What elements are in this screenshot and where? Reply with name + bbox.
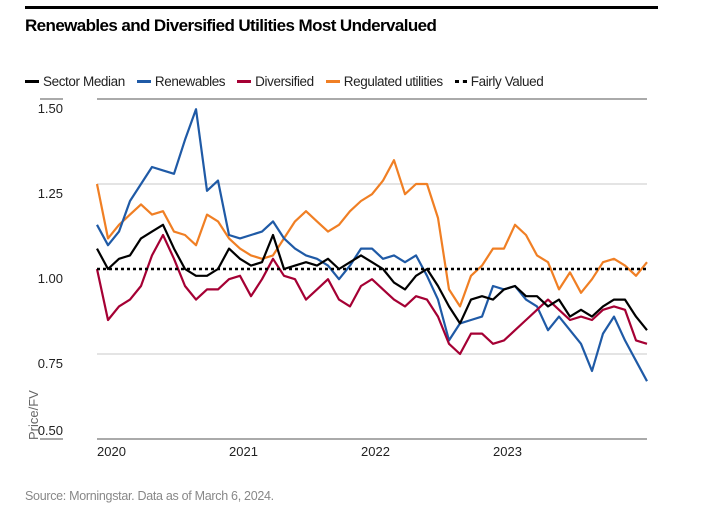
y-tick-label: 0.75 [38,356,63,371]
y-tick-label: 1.25 [38,186,63,201]
legend-swatch [136,80,151,83]
legend-item-fairly-valued: Fairly Valued [454,74,544,89]
legend-swatch [325,80,340,83]
chart-title: Renewables and Diversified Utilities Mos… [25,16,437,35]
x-tick-label: 2021 [229,444,258,459]
top-rule [25,6,658,9]
source-note: Source: Morningstar. Data as of March 6,… [25,489,274,503]
legend-item-renewables: Renewables [136,74,226,89]
series-line-renewables [96,108,648,382]
legend-label: Regulated utilities [343,74,443,89]
series-line-sector-median [96,223,648,331]
x-tick-label: 2022 [361,444,390,459]
legend-swatch [454,80,467,83]
legend: Sector Median Renewables Diversified Reg… [25,74,544,89]
series-line-regulated-utilities [95,159,648,308]
legend-label: Renewables [154,74,226,89]
legend-label: Diversified [255,74,314,89]
y-tick-label: 1.50 [38,101,63,116]
x-tick-label: 2023 [493,444,522,459]
legend-swatch [237,80,252,83]
x-tick-label: 2020 [97,444,126,459]
legend-item-sector-median: Sector Median [25,74,125,89]
legend-swatch [25,80,39,83]
legend-item-regulated-utilities: Regulated utilities [325,74,443,89]
y-tick-label: 1.00 [38,271,63,286]
series-line-diversified [95,233,648,356]
legend-item-diversified: Diversified [237,74,314,89]
y-axis-label: Price/FV [26,390,41,440]
y-tick-label: 0.50 [38,423,63,438]
legend-label: Fairly Valued [470,74,544,89]
legend-label: Sector Median [43,74,125,89]
